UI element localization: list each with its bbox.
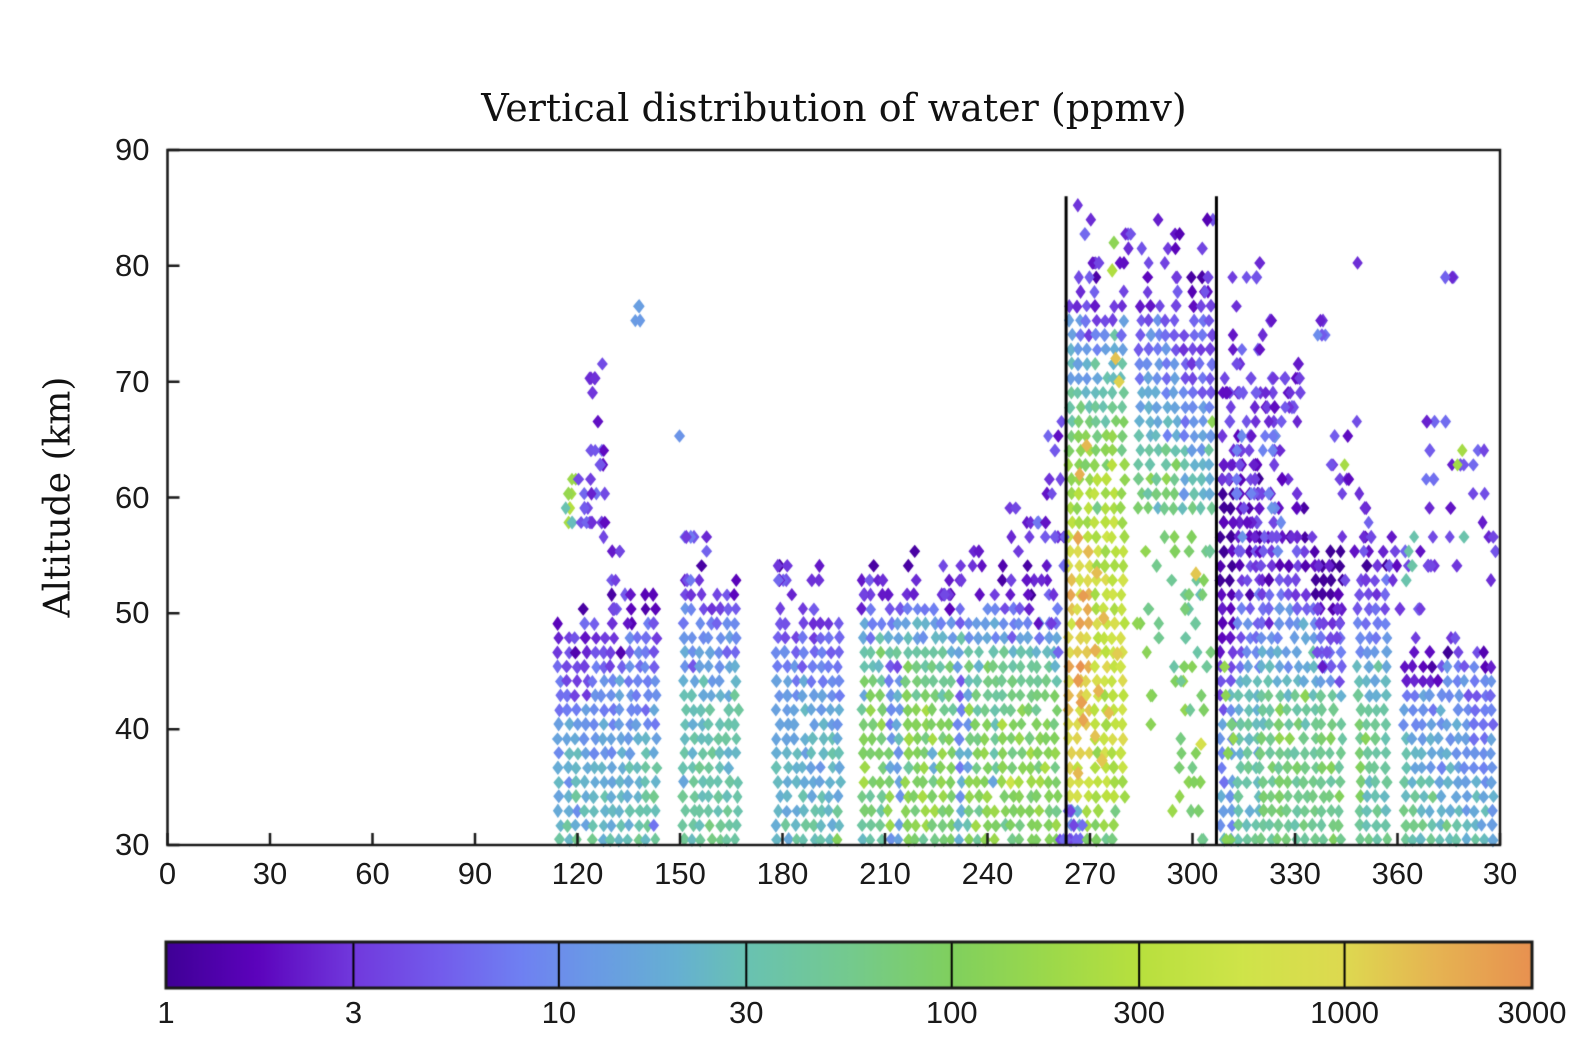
y-tick-label: 30 <box>115 827 150 862</box>
chart-title: Vertical distribution of water (ppmv) <box>481 86 1187 130</box>
colorbar-tick-label: 1 <box>157 995 175 1030</box>
x-tick-label: 330 <box>1269 856 1321 891</box>
y-axis-label: Altitude (km) <box>37 376 79 618</box>
colorbar-tick-label: 30 <box>729 995 764 1030</box>
colorbar-tick-label: 100 <box>925 995 978 1030</box>
x-tick-label: 120 <box>551 856 604 891</box>
x-tick-label: 0 <box>158 856 177 891</box>
colorbar-tick-label: 3 <box>344 995 363 1030</box>
y-tick-label: 60 <box>115 479 150 515</box>
x-tick-label: 30 <box>252 856 288 891</box>
x-tick-label: 360 <box>1371 856 1424 891</box>
x-tick-label: 60 <box>355 856 390 891</box>
x-tick-label: 180 <box>756 856 809 891</box>
y-tick-label: 50 <box>115 595 150 631</box>
y-tick-label: 40 <box>115 711 150 747</box>
x-tick-label: 30 <box>1482 856 1518 891</box>
colorbar-tick-label: 300 <box>1113 995 1166 1030</box>
x-tick-label: 210 <box>859 856 911 891</box>
colorbar-tick-label: 10 <box>541 995 577 1030</box>
x-tick-label: 300 <box>1166 856 1219 891</box>
x-tick-label: 90 <box>457 856 493 891</box>
x-tick-label: 270 <box>1064 856 1116 891</box>
y-tick-label: 80 <box>115 247 150 283</box>
x-tick-label: 240 <box>961 856 1014 891</box>
colorbar-tick-label: 1000 <box>1310 995 1380 1030</box>
y-tick-label: 90 <box>115 132 150 167</box>
y-tick-label: 70 <box>115 363 150 399</box>
x-tick-label: 150 <box>654 856 706 891</box>
colorbar-tick-label: 3000 <box>1497 995 1567 1030</box>
